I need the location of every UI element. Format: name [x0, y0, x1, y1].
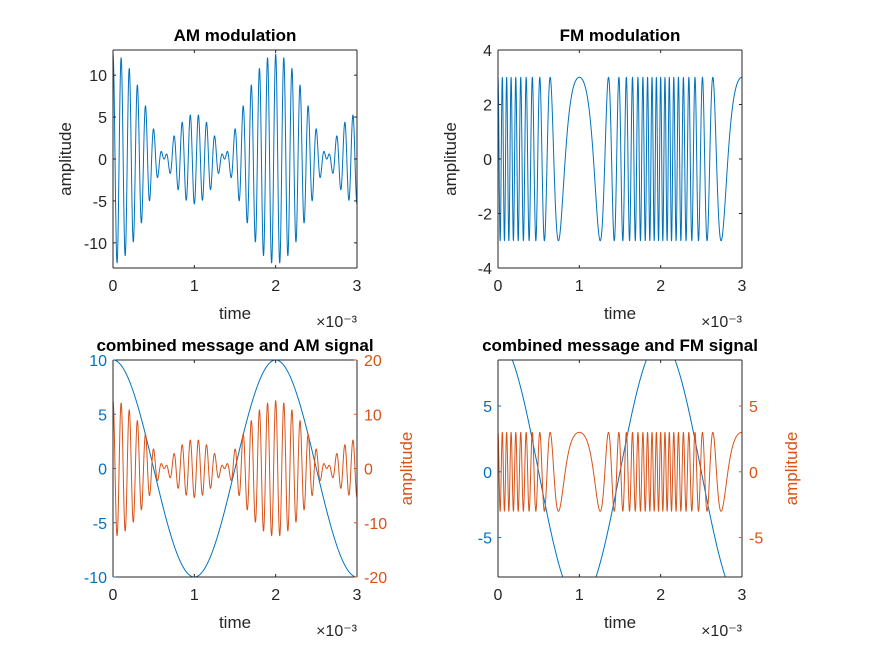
y-tick-label-left-combined-am: 5 [98, 407, 107, 424]
x-axis-label-fm: time [604, 304, 636, 323]
y-tick-label-right-combined-am: -20 [364, 570, 387, 587]
series-line-fm-fm [498, 76, 742, 242]
x-exponent-label-combined-am: ×10⁻³ [316, 623, 358, 640]
y-tick-label-left-fm: 0 [483, 152, 492, 169]
y-tick-label-right-combined-am: 10 [364, 407, 382, 424]
y-tick-label-left-fm: -4 [478, 261, 492, 278]
chart-title-fm: FM modulation [560, 26, 681, 45]
y-tick-label-right-combined-am: -10 [364, 516, 387, 533]
y-tick-label-left-am: 0 [98, 152, 107, 169]
y-tick-label-left-combined-fm: -5 [478, 531, 492, 548]
y-tick-label-right-combined-am: 0 [364, 462, 373, 479]
x-tick-label-am: 2 [271, 278, 280, 295]
y-tick-label-left-am: 5 [98, 110, 107, 127]
x-axis-label-combined-fm: time [604, 613, 636, 632]
x-tick-label-combined-am: 0 [109, 587, 118, 604]
x-tick-label-combined-fm: 2 [656, 587, 665, 604]
x-tick-label-combined-am: 2 [271, 587, 280, 604]
subplot-am: 0 1 2 3 -10 -5 0 5 10 AM modulation time ×10⁻³ ampli… [56, 26, 362, 331]
y-axis-label-right-combined-am: amplitude [397, 432, 416, 506]
y-tick-label-left-combined-am: -5 [93, 516, 107, 533]
series-line-fm-combined-fm [498, 431, 742, 512]
y-tick-label-right-combined-am: 20 [364, 353, 382, 370]
x-tick-label-am: 0 [109, 278, 118, 295]
y-tick-label-left-combined-fm: 5 [483, 399, 492, 416]
y-tick-label-left-am: -10 [84, 236, 107, 253]
x-tick-label-fm: 3 [738, 278, 747, 295]
y-tick-label-left-fm: 4 [483, 43, 492, 60]
series-line-message-combined-fm [511, 360, 726, 577]
x-exponent-label-am: ×10⁻³ [316, 314, 358, 331]
chart-title-combined-am: combined message and AM signal [96, 336, 373, 355]
y-tick-label-left-combined-am: -10 [84, 570, 107, 587]
x-tick-label-am: 1 [190, 278, 199, 295]
subplot-fm: 0 1 2 3 -4 -2 0 2 4 FM modulation time ×10⁻³ amplitu… [441, 26, 747, 331]
y-tick-label-left-fm: -2 [478, 207, 492, 224]
x-tick-label-fm: 0 [494, 278, 503, 295]
y-tick-label-left-combined-am: 0 [98, 462, 107, 479]
x-exponent-label-fm: ×10⁻³ [701, 314, 743, 331]
series-line-message-combined-am [113, 360, 357, 577]
y-tick-label-right-combined-fm: 0 [749, 465, 758, 482]
y-tick-label-left-combined-am: 10 [89, 353, 107, 370]
y-tick-label-right-combined-fm: -5 [749, 531, 763, 548]
chart-title-combined-fm: combined message and FM signal [482, 336, 758, 355]
y-axis-label-right-combined-fm: amplitude [782, 432, 801, 506]
y-tick-label-left-combined-fm: 0 [483, 465, 492, 482]
x-tick-label-combined-fm: 1 [575, 587, 584, 604]
x-exponent-label-combined-fm: ×10⁻³ [701, 623, 743, 640]
x-tick-label-combined-am: 3 [353, 587, 362, 604]
series-line-am-am [113, 53, 357, 264]
chart-title-am: AM modulation [174, 26, 297, 45]
x-axis-label-combined-am: time [219, 613, 251, 632]
subplot-combined-fm: 0 1 2 3 -5 0 5 -5 0 5 combined message and FM sign… [478, 336, 801, 640]
x-axis-label-am: time [219, 304, 251, 323]
y-axis-label-am: amplitude [56, 122, 75, 196]
x-tick-label-fm: 1 [575, 278, 584, 295]
x-tick-label-am: 3 [353, 278, 362, 295]
y-tick-label-left-am: 10 [89, 68, 107, 85]
y-tick-label-left-fm: 2 [483, 98, 492, 115]
x-tick-label-combined-fm: 0 [494, 587, 503, 604]
y-axis-label-fm: amplitude [441, 122, 460, 196]
x-tick-label-fm: 2 [656, 278, 665, 295]
series-line-am-combined-am [113, 400, 357, 537]
x-tick-label-combined-am: 1 [190, 587, 199, 604]
x-tick-label-combined-fm: 3 [738, 587, 747, 604]
y-tick-label-left-am: -5 [93, 194, 107, 211]
y-tick-label-right-combined-fm: 5 [749, 399, 758, 416]
